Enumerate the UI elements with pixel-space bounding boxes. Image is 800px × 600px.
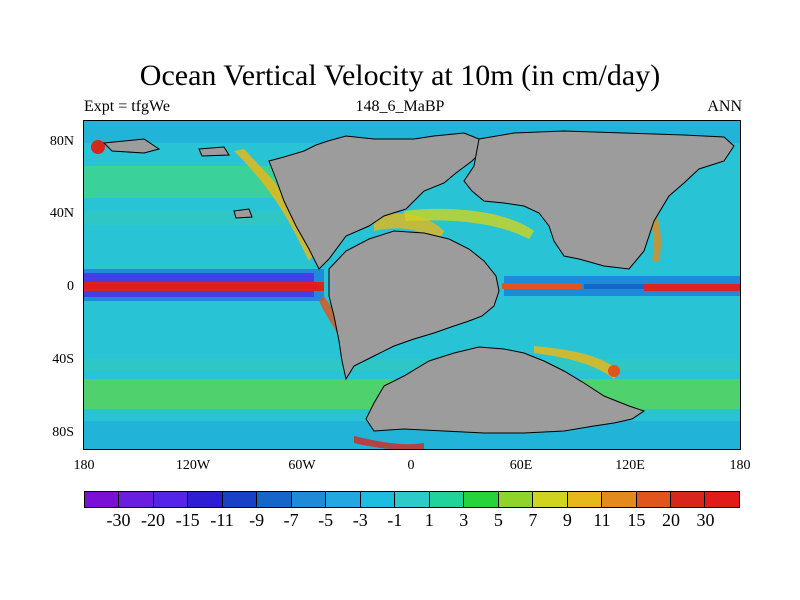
x-tick-label: 180	[73, 458, 95, 473]
colorbar-swatch	[429, 492, 465, 507]
colorbar-swatch	[291, 492, 327, 507]
y-tick-label: 40S	[52, 352, 74, 367]
colorbar-level-label: 20	[661, 510, 680, 530]
x-tick-label: 120E	[615, 458, 645, 473]
velocity-map	[83, 120, 741, 450]
colorbar-level-label: -11	[210, 510, 234, 530]
colorbar-level-label: -20	[141, 510, 166, 530]
x-tick-label: 120W	[175, 458, 211, 473]
equatorial-upwelling-east	[502, 283, 582, 289]
landmass-gondwana-east	[365, 346, 646, 434]
colorbar-level-label: 7	[528, 510, 538, 530]
colorbar-level-label: 30	[696, 510, 715, 530]
colorbar	[84, 491, 740, 508]
period-label: 148_6_MaBP	[355, 98, 445, 115]
land-masses	[102, 130, 735, 434]
colorbar-swatch	[222, 492, 258, 507]
colorbar-swatch	[119, 492, 154, 507]
colorbar-swatch	[85, 492, 120, 507]
colorbar-level-label: 1	[424, 510, 434, 530]
colorbar-swatch	[602, 492, 637, 507]
colorbar-level-label: 5	[493, 510, 503, 530]
x-tick-label: 60W	[288, 458, 316, 473]
y-tick-label: 80S	[52, 425, 74, 440]
colorbar-level-label: -30	[106, 510, 131, 530]
colorbar-swatch	[188, 492, 223, 507]
colorbar-swatch	[464, 492, 499, 507]
y-tick-label: 0	[67, 279, 74, 294]
colorbar-swatch	[705, 492, 739, 507]
colorbar-swatch	[636, 492, 671, 507]
colorbar-swatch	[326, 492, 361, 507]
landmass-gondwana-west	[328, 230, 500, 381]
landmass-eurasia	[463, 130, 735, 270]
colorbar-level-label: 3	[459, 510, 469, 530]
colorbar-swatch	[670, 492, 706, 507]
colorbar-level-label: 9	[562, 510, 572, 530]
x-tick-label: 0	[407, 458, 415, 473]
colorbar-level-label: -9	[249, 510, 265, 530]
colorbar-level-label: 15	[627, 510, 646, 530]
coastal-upwelling-na	[234, 149, 316, 261]
colorbar-level-label: -5	[318, 510, 334, 530]
colorbar-swatch	[533, 492, 568, 507]
x-tick-label: 180	[729, 458, 751, 473]
colorbar-swatch	[360, 492, 396, 507]
map-title: Ocean Vertical Velocity at 10m (in cm/da…	[139, 59, 661, 92]
north-green-band	[84, 166, 284, 198]
colorbar-level-label: -7	[283, 510, 299, 530]
y-tick-label: 40N	[49, 206, 74, 221]
experiment-label: Expt = tfgWe	[84, 98, 170, 115]
colorbar-level-label: -15	[175, 510, 200, 530]
colorbar-swatch	[498, 492, 534, 507]
season-label: ANN	[707, 98, 742, 115]
map-svg	[84, 121, 740, 449]
x-tick-label: 60E	[509, 458, 533, 473]
colorbar-swatch	[257, 492, 292, 507]
colorbar-level-label: -3	[352, 510, 368, 530]
colorbar-level-label: 11	[593, 510, 611, 530]
colorbar-level-label: -1	[387, 510, 403, 530]
colorbar-swatch	[395, 492, 430, 507]
landmass-north-america	[268, 132, 485, 270]
colorbar-swatch	[153, 492, 189, 507]
colorbar-swatch	[567, 492, 603, 507]
y-tick-label: 80N	[49, 134, 74, 149]
